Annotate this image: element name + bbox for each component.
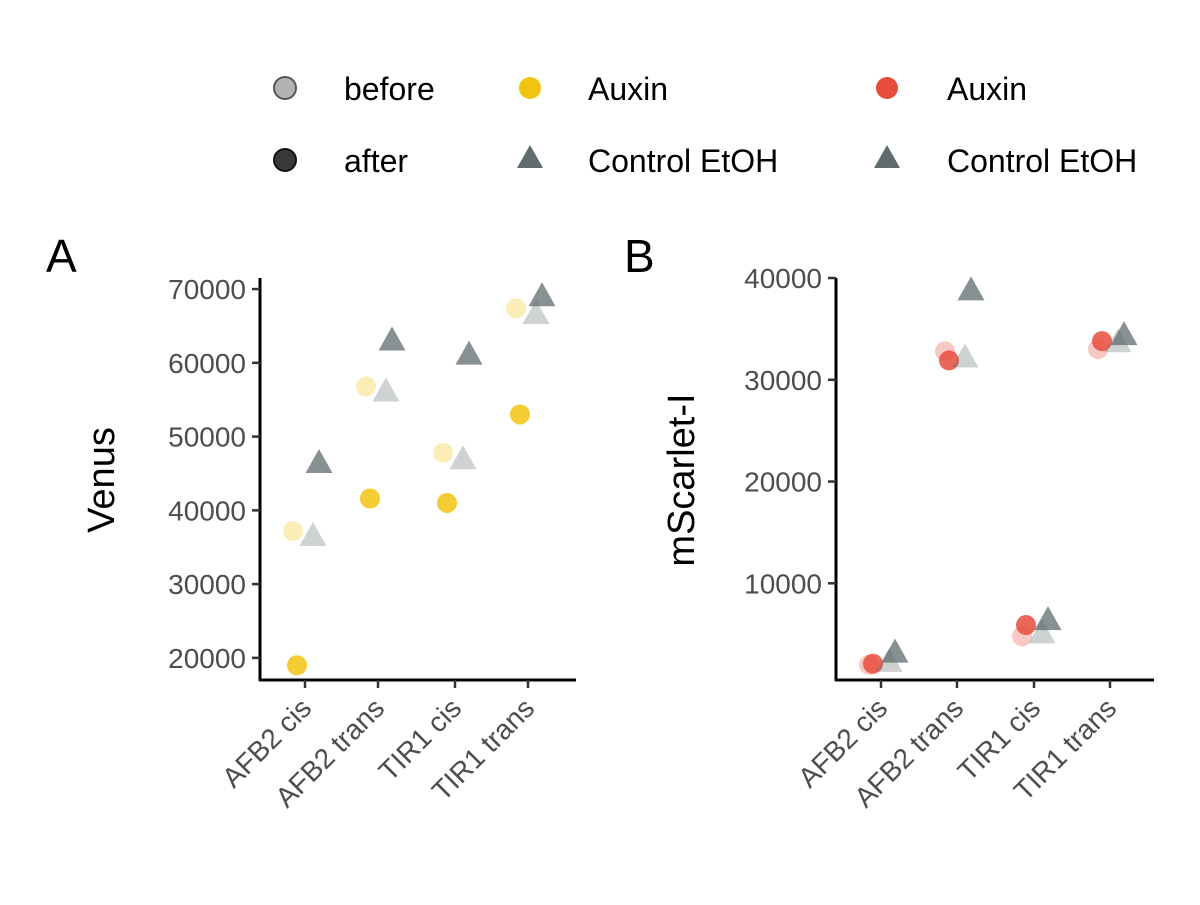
panel-a-y-tick-label: 60000 — [168, 348, 246, 379]
panel-a-point-auxin-before — [356, 376, 376, 397]
panel-a-point-auxin-before — [506, 298, 526, 319]
legend-venus-control-label: Control EtOH — [588, 143, 778, 179]
legend-mscarlet-control-marker — [874, 145, 900, 168]
legend-after-label: after — [344, 143, 408, 179]
panel-b-point-auxin-after — [863, 653, 883, 674]
panel-b-y-tick-label: 30000 — [744, 365, 822, 396]
panel-a: A Venus 200003000040000500006000070000AF… — [46, 230, 576, 813]
panel-a-y-tick-label: 40000 — [168, 495, 246, 526]
legend-item-mscarlet-control: Control EtOH — [874, 143, 1137, 179]
legend-venus-auxin-label: Auxin — [588, 71, 668, 107]
panel-a-y-axis-title: Venus — [81, 427, 123, 533]
panel-b-point-auxin-after — [1016, 615, 1036, 636]
panel-a-point-auxin-before — [283, 521, 303, 542]
panel-b-point-auxin-after — [939, 350, 959, 371]
legend-mscarlet-control-label: Control EtOH — [947, 143, 1137, 179]
panel-a-point-control-before — [522, 300, 550, 325]
panel-a-y-tick-label: 30000 — [168, 569, 246, 600]
legend-item-after: after — [273, 143, 408, 179]
legend-venus-auxin-marker — [519, 77, 541, 99]
legend-venus-control-marker — [517, 145, 543, 168]
panel-b-point-auxin-after — [1092, 331, 1112, 352]
panel-a-y-tick-label: 20000 — [168, 643, 246, 674]
panel-b-point-control-before — [1028, 619, 1056, 644]
panel-b-y-axis-title: mScarlet-I — [661, 393, 703, 566]
panel-a-point-control-after — [455, 340, 483, 365]
legend: before after Auxin Control EtOH Auxin Co… — [273, 71, 1137, 179]
panel-a-point-control-before — [299, 522, 327, 547]
panel-a-point-auxin-after — [287, 655, 307, 676]
panel-a-point-auxin-before — [433, 442, 453, 463]
legend-after-marker — [273, 148, 297, 172]
legend-before-label: before — [344, 71, 435, 107]
legend-item-before: before — [273, 71, 435, 107]
panel-a-point-control-before — [449, 445, 477, 470]
panel-a-tag: A — [46, 230, 77, 282]
legend-before-marker — [273, 76, 297, 100]
panel-a-point-control-after — [378, 326, 406, 351]
panel-b-point-control-after — [1034, 606, 1062, 631]
panel-a-y-tick-label: 70000 — [168, 274, 246, 305]
panel-b-point-control-after — [881, 638, 909, 663]
panel-a-point-control-after — [305, 448, 333, 473]
panel-a-point-auxin-after — [437, 492, 457, 513]
panel-a-point-auxin-after — [510, 404, 530, 425]
panel-b-point-control-after — [957, 276, 985, 301]
panel-a-point-control-before — [372, 377, 400, 402]
legend-item-venus-auxin: Auxin — [519, 71, 668, 107]
panel-b-point-control-after — [1110, 321, 1138, 346]
panel-b-point-control-before — [951, 343, 979, 368]
panel-a-y-tick-label: 50000 — [168, 422, 246, 453]
legend-item-mscarlet-auxin: Auxin — [876, 71, 1027, 107]
panel-b-tag: B — [624, 230, 655, 282]
legend-item-venus-control: Control EtOH — [517, 143, 778, 179]
legend-mscarlet-auxin-label: Auxin — [947, 71, 1027, 107]
panel-a-point-control-after — [528, 282, 556, 307]
panel-b-y-tick-label: 40000 — [744, 263, 822, 294]
panel-b-y-tick-label: 10000 — [744, 568, 822, 599]
panel-b-y-tick-label: 20000 — [744, 467, 822, 498]
legend-mscarlet-auxin-marker — [876, 77, 898, 99]
panel-a-point-auxin-after — [360, 488, 380, 509]
